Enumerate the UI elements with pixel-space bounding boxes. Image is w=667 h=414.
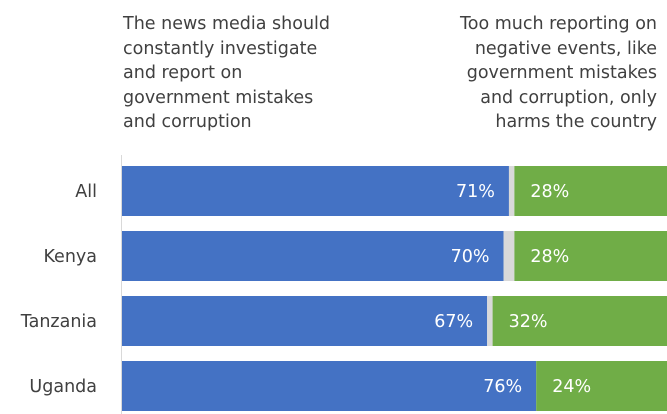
header-right-line: negative events, like	[474, 38, 657, 59]
bar-segment	[122, 296, 488, 346]
bar-segment	[492, 296, 667, 346]
header-left-line: government mistakes	[123, 87, 314, 108]
data-label: 32%	[509, 312, 548, 332]
bar-segment	[536, 361, 667, 411]
data-label: 76%	[483, 377, 522, 397]
bar-segment	[122, 361, 537, 411]
bar-segment	[487, 296, 493, 346]
category-label: Uganda	[29, 377, 97, 397]
data-label: 70%	[451, 247, 490, 267]
bar-segment	[514, 166, 667, 216]
category-label: All	[75, 182, 97, 202]
header-right-line: harms the country	[495, 112, 657, 132]
bar-segment	[122, 166, 509, 216]
header-left-series-label: The news media should constantly investig…	[123, 12, 383, 135]
header-left-line: and report on	[123, 63, 243, 83]
header-right-line: government mistakes	[466, 63, 657, 83]
data-label: 71%	[456, 182, 495, 202]
bar-segment	[503, 231, 515, 281]
bar-segment	[122, 231, 504, 281]
data-label: 28%	[530, 247, 569, 267]
bar-segment	[508, 166, 515, 216]
category-label: Tanzania	[20, 312, 97, 332]
header-left-line: constantly investigate	[123, 38, 318, 59]
header-right-line: Too much reporting on	[460, 14, 657, 34]
header-left-line: and corruption	[123, 112, 252, 132]
data-label: 28%	[530, 182, 569, 202]
header-left-line: The news media should	[123, 14, 331, 34]
bar-segment	[514, 231, 667, 281]
header-right-series-label: Too much reporting on negative events, li…	[397, 12, 657, 135]
data-label: 24%	[552, 377, 591, 397]
data-label: 67%	[434, 312, 473, 332]
category-label: Kenya	[43, 247, 97, 267]
header-right-line: and corruption, only	[480, 87, 657, 108]
